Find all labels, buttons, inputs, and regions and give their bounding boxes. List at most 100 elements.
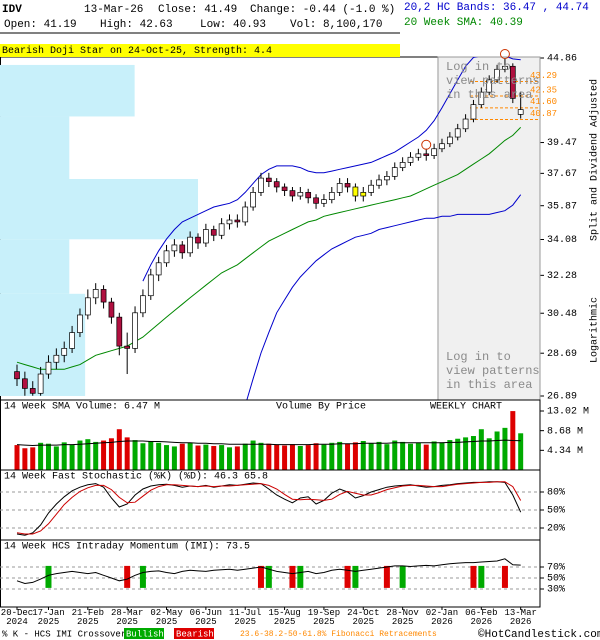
candle-body — [265, 177, 272, 183]
candle-body — [258, 177, 264, 193]
x-tick-label: 13-Mar 2026 — [504, 608, 537, 627]
bullish-crossover — [45, 565, 52, 588]
y-axis-title: Split and Dividend Adjusted — [589, 79, 600, 241]
panel-title: 14 Week HCS Intraday Momentum (IMI): 73.… — [4, 541, 250, 553]
bullish-crossover — [399, 565, 406, 588]
candle-body — [210, 229, 217, 236]
volume-bar — [289, 444, 295, 470]
candle-body — [187, 236, 193, 254]
candle-body — [502, 65, 508, 70]
volume-bar — [30, 447, 36, 470]
y-tick-label: 50% — [547, 574, 565, 585]
bearish-swatch — [174, 628, 214, 639]
y-tick-label: 32.28 — [547, 271, 577, 282]
volume-bar — [187, 442, 193, 470]
volume-bar — [384, 444, 390, 470]
fib-label: 40.87 — [530, 109, 557, 119]
candle-body — [242, 206, 249, 223]
candle-body — [384, 176, 390, 181]
symbol: IDV — [2, 4, 22, 16]
candle-body — [218, 223, 225, 236]
y-tick-label: 80% — [547, 488, 565, 499]
open: Open: 41.19 — [4, 19, 77, 31]
bearish-crossover — [289, 565, 296, 588]
sma: 20 Week SMA: 40.39 — [404, 17, 523, 29]
volume-bar — [282, 445, 288, 470]
volume-bar — [250, 440, 256, 470]
x-tick-label: 11-Jul 2025 — [229, 608, 262, 627]
candle-body — [116, 316, 123, 347]
candle-body — [250, 192, 256, 208]
candle-body — [478, 91, 485, 106]
y-tick-label: 35.87 — [547, 201, 577, 212]
footer-crossover: % K - HCS IMI Crossover, — [2, 629, 132, 639]
x-tick-label: 15-Aug 2025 — [268, 608, 301, 627]
footer-fibonacci: 23.6-38.2-50-61.8% Fibonacci Retracement… — [240, 630, 437, 639]
volume-bar — [266, 443, 272, 470]
volume-bar — [455, 438, 461, 470]
candle-body — [61, 348, 68, 356]
candle-body — [376, 179, 382, 186]
x-tick-label: 28-Nov 2025 — [386, 608, 419, 627]
candle-body — [454, 128, 461, 138]
bullish-crossover — [297, 565, 304, 588]
volume-bar — [392, 440, 398, 470]
volume-bar — [345, 443, 351, 470]
candle-body — [14, 371, 20, 380]
candle-body — [336, 183, 343, 193]
bearish-crossover — [383, 565, 390, 588]
bearish-crossover — [344, 565, 351, 588]
volume-bar — [164, 445, 170, 470]
volume-by-price-bar — [0, 64, 135, 117]
volume-bar — [45, 443, 51, 470]
volume-bar — [108, 438, 114, 470]
x-tick-label: 02-May 2025 — [150, 608, 183, 627]
volume-bar — [219, 445, 225, 470]
volume-bar — [463, 437, 469, 470]
volume-bar — [313, 443, 319, 470]
candle-body — [171, 244, 178, 252]
x-tick-label: 24-Oct 2025 — [347, 608, 380, 627]
x-tick-label: 21-Feb 2025 — [71, 608, 105, 627]
volume-by-price-bar — [0, 178, 198, 240]
bullish-swatch — [124, 628, 164, 639]
candle-body — [234, 219, 241, 223]
annotation: Volume By Price — [276, 401, 366, 413]
candle-body — [84, 297, 91, 316]
x-tick-label: 20-Dec 2024 — [0, 608, 34, 627]
candle-body — [360, 192, 367, 197]
candle-body — [462, 118, 469, 130]
volume-bar — [329, 442, 335, 470]
y-tick-label: 13.02 M — [547, 407, 589, 418]
y-tick-label: 50% — [547, 506, 565, 517]
candle-body — [124, 345, 131, 349]
candle-body — [415, 153, 422, 158]
bullish-crossover — [352, 565, 359, 588]
x-tick-label: 17-Jan 2025 — [32, 608, 65, 627]
indicator-line — [16, 558, 521, 585]
candle-body — [439, 143, 445, 150]
candle-body — [29, 388, 36, 394]
volume-bar — [415, 442, 421, 470]
volume-bar — [408, 443, 413, 470]
x-tick-label: 28-Mar 2025 — [110, 608, 144, 627]
volume-bar — [93, 441, 99, 470]
volume-bar — [203, 444, 209, 470]
volume-bar — [14, 445, 20, 470]
shade-text: Log in to view patterns in this area — [446, 350, 540, 392]
volume-bar — [85, 439, 91, 470]
candle-body — [155, 262, 162, 276]
volume-bar — [61, 442, 67, 470]
x-tick-label: 02-Jan 2026 — [425, 608, 459, 627]
volume-bar — [368, 443, 374, 470]
y-tick-label: 8.68 M — [547, 426, 583, 437]
shade-text: Log in to view patterns in this area — [446, 60, 540, 102]
bearish-crossover — [470, 565, 477, 588]
volume-bar — [77, 440, 83, 470]
candle-body — [147, 274, 154, 297]
pattern-marker — [421, 139, 432, 150]
high: High: 42.63 — [100, 19, 173, 31]
volume-bar — [352, 442, 358, 470]
